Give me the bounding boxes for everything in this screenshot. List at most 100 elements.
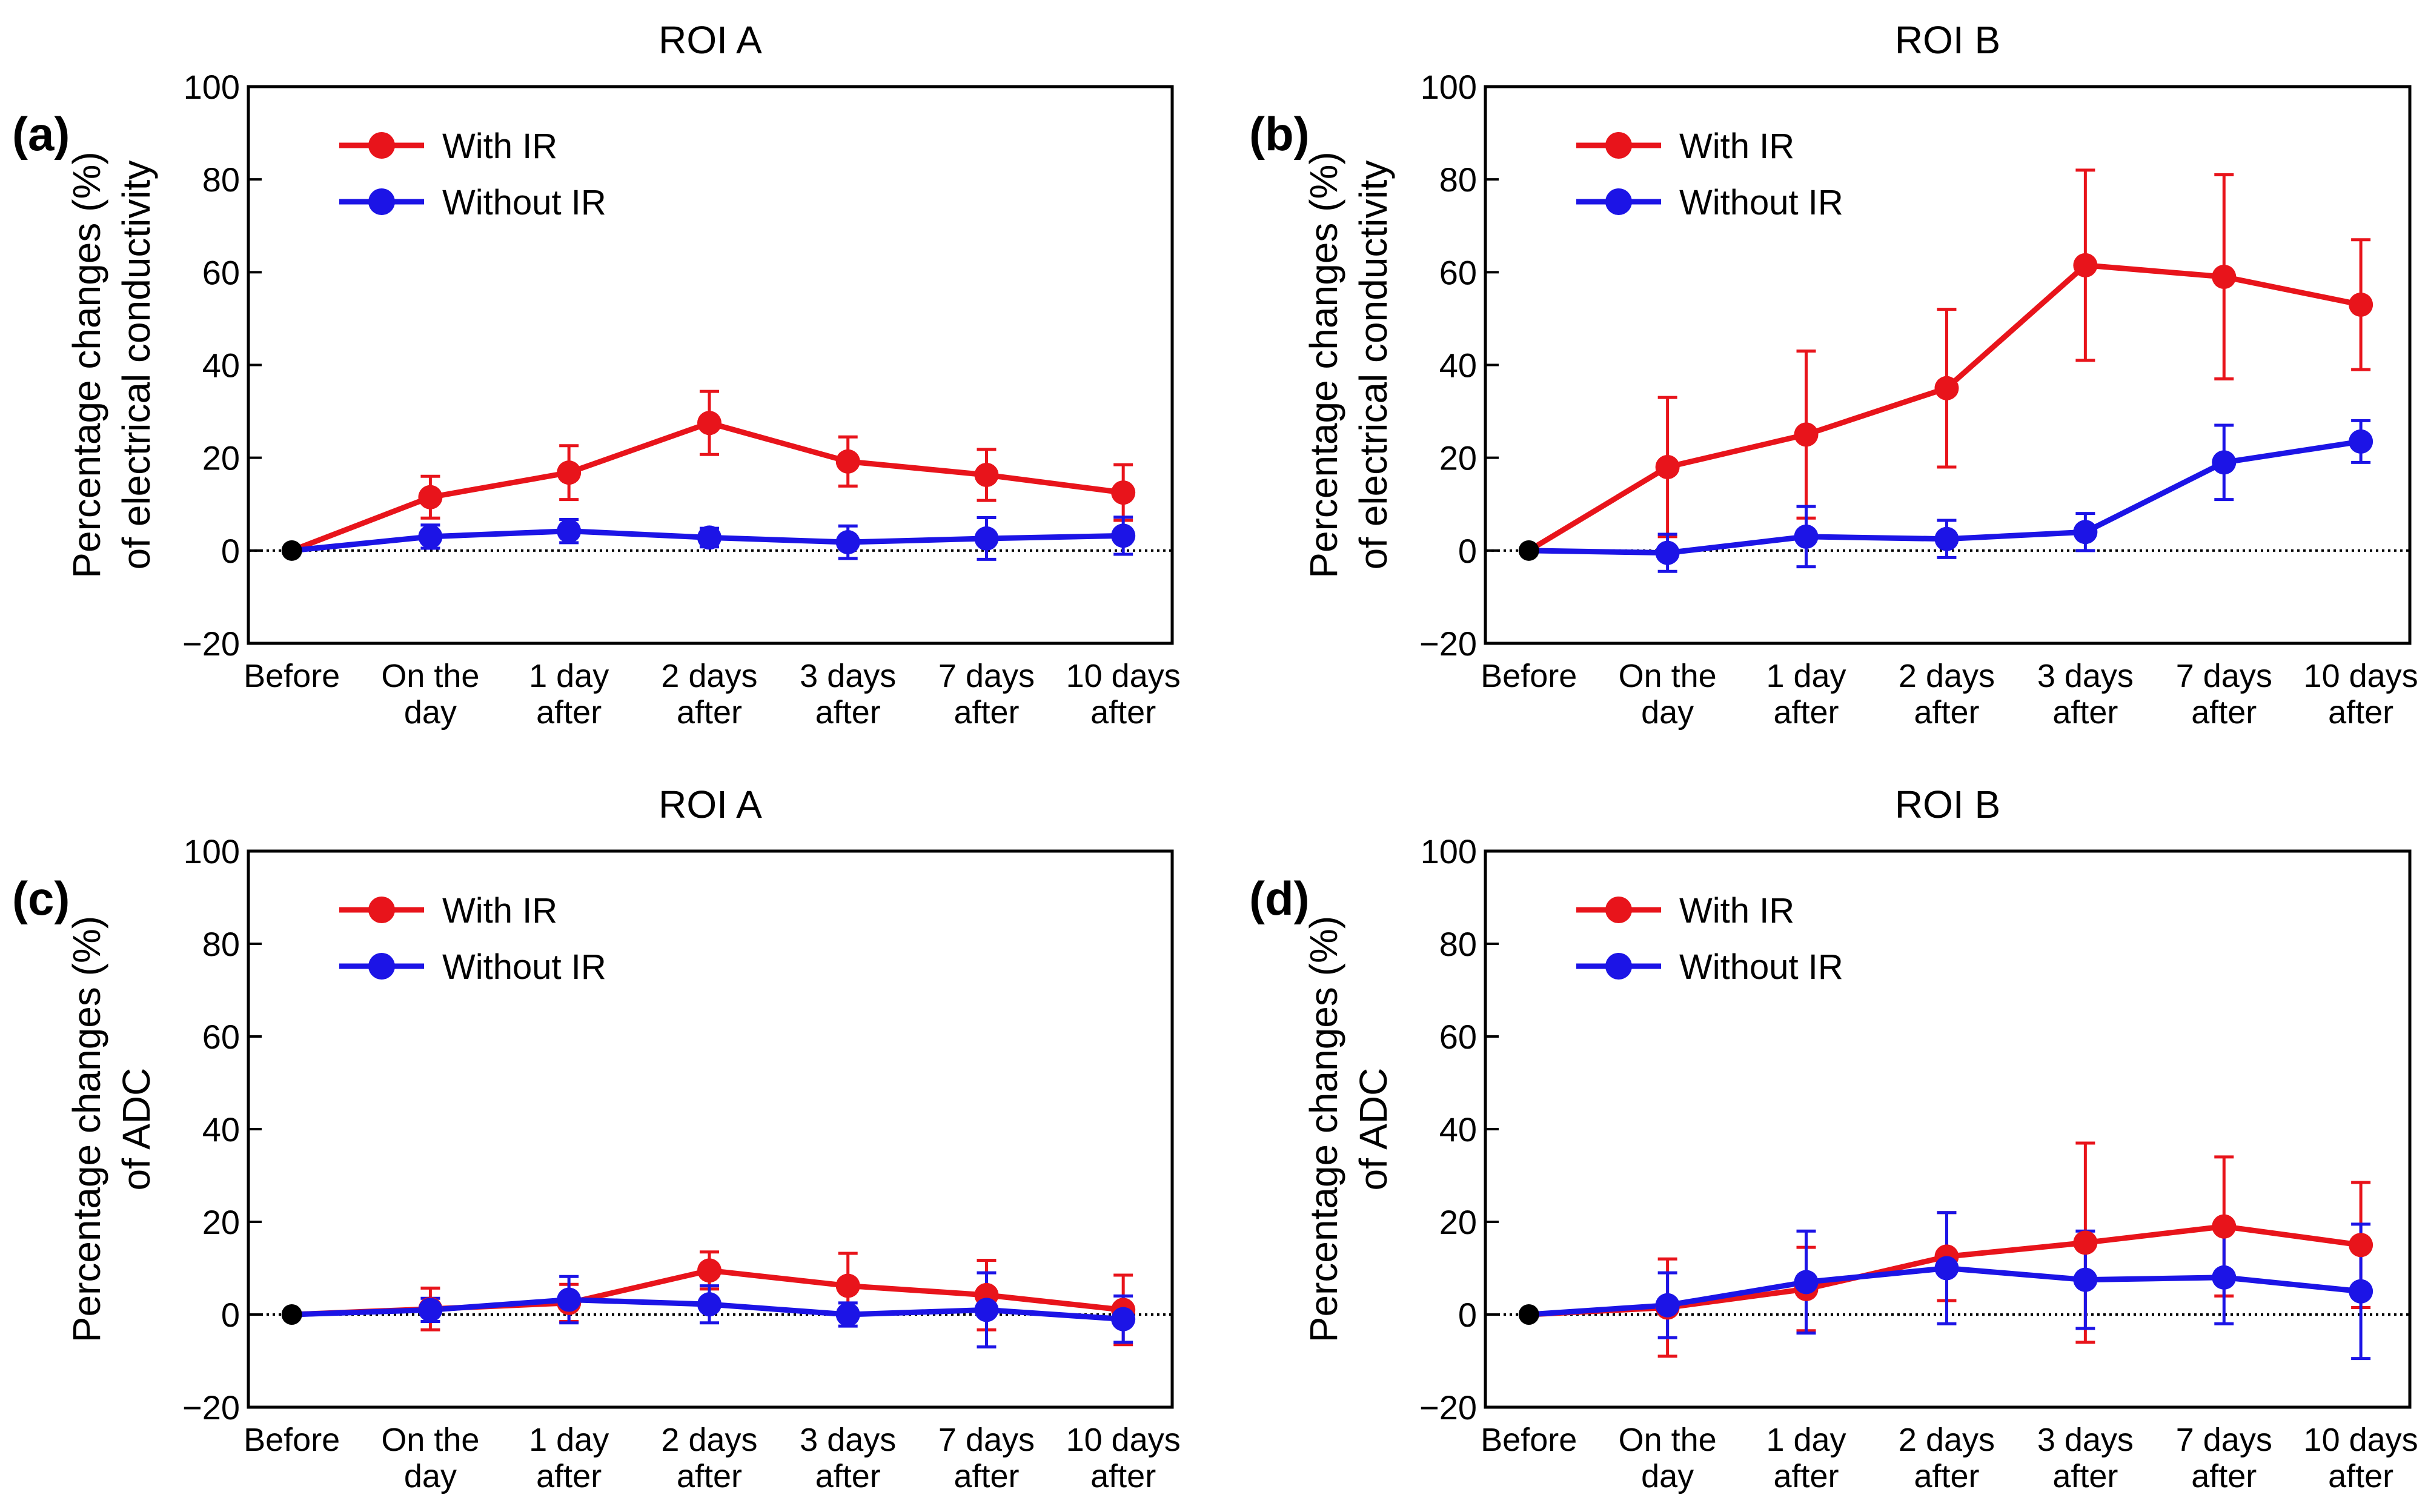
x-tick-label: after <box>2052 1458 2118 1494</box>
y-tick-label: 40 <box>202 346 240 385</box>
x-tick-label: On the <box>381 658 479 694</box>
chart-panel-d: ROI B (d)Percentage changes (%) of ADC −20 0… <box>1249 783 2418 1494</box>
legend-entry: Without IR <box>1576 183 1843 222</box>
legend-label: Without IR <box>442 947 606 987</box>
data-point <box>697 1258 721 1283</box>
x-tick-label: after <box>1090 1458 1156 1494</box>
data-point <box>974 1298 999 1322</box>
y-tick-label: 0 <box>221 1296 240 1334</box>
x-tick-label: 10 days <box>2304 658 2418 694</box>
x-tick-label: Before <box>244 658 340 694</box>
data-point <box>2349 429 2373 454</box>
data-point <box>697 411 721 436</box>
legend-marker <box>1605 953 1632 980</box>
data-point <box>1794 524 1819 549</box>
y-tick-label: 40 <box>1439 1110 1477 1149</box>
y-axis-label: Percentage changes (%) of ADC <box>1302 916 1395 1342</box>
legend-label: With IR <box>442 891 557 930</box>
x-tick-label: after <box>1773 1458 1839 1494</box>
x-tick-label: after <box>2328 1458 2393 1494</box>
y-tick-label: 60 <box>202 1018 240 1056</box>
legend-label: With IR <box>1679 891 1794 930</box>
legend-entry: With IR <box>339 127 557 166</box>
x-tick-label: after <box>815 694 881 731</box>
y-axis-label: Percentage changes (%) of ADC <box>65 916 158 1342</box>
panel-label: (c) <box>12 872 70 925</box>
x-tick-label: after <box>1773 694 1839 731</box>
x-tick-label: day <box>404 1458 457 1494</box>
legend-marker <box>368 953 395 980</box>
x-tick-label: 3 days <box>2037 1422 2134 1458</box>
baseline-point <box>281 540 302 561</box>
y-axis-label-line: of electrical conductivity <box>1352 161 1395 570</box>
data-point <box>974 463 999 488</box>
x-tick-label: 10 days <box>2304 1422 2418 1458</box>
x-tick-label: after <box>1914 694 1979 731</box>
data-point <box>1934 526 1959 551</box>
y-axis-label-line: Percentage changes (%) <box>1302 916 1345 1342</box>
panel-label: (b) <box>1249 107 1310 161</box>
y-tick-label: 80 <box>202 925 240 963</box>
x-tick-label: 2 days <box>1899 1422 1995 1458</box>
y-tick-label: 100 <box>1421 832 1477 870</box>
x-tick-label: after <box>677 694 742 731</box>
data-point <box>418 524 443 549</box>
data-point <box>974 526 999 551</box>
y-tick-label: −20 <box>182 625 240 663</box>
legend-label: Without IR <box>442 183 606 222</box>
chart-panel-b: ROI B (b)Percentage changes (%) of electri… <box>1249 18 2418 731</box>
legend-marker <box>1605 132 1632 159</box>
y-tick-label: 0 <box>221 532 240 570</box>
baseline-point <box>281 1304 302 1325</box>
y-tick-label: 100 <box>184 832 240 870</box>
data-point <box>418 1298 443 1322</box>
legend-marker <box>368 132 395 159</box>
y-tick-label: 100 <box>1421 68 1477 106</box>
x-tick-label: Before <box>244 1422 340 1458</box>
y-axis-label-line: of ADC <box>1352 1068 1395 1191</box>
x-tick-label: On the <box>1619 1422 1717 1458</box>
chart-panel-a: ROI A (a)Percentage changes (%) of electri… <box>12 18 1181 731</box>
x-tick-label: after <box>536 694 602 731</box>
x-tick-label: 1 day <box>1766 658 1846 694</box>
data-point <box>1111 1307 1136 1331</box>
x-tick-label: day <box>404 694 457 731</box>
data-point <box>835 1273 860 1298</box>
baseline-point <box>1518 1304 1539 1325</box>
series-with-ir <box>1527 168 2371 553</box>
x-tick-label: 1 day <box>1766 1422 1846 1458</box>
x-tick-label: after <box>2052 694 2118 731</box>
x-tick-label: 2 days <box>661 1422 757 1458</box>
data-point <box>2212 1214 2237 1239</box>
baseline-point <box>1518 540 1539 561</box>
x-tick-label: 7 days <box>938 1422 1035 1458</box>
y-axis-label-line: of ADC <box>114 1068 158 1191</box>
y-axis-label: Percentage changes (%) of electrical cond… <box>1302 151 1395 578</box>
legend-marker <box>1605 188 1632 215</box>
x-tick-label: after <box>2191 1458 2257 1494</box>
y-tick-label: 60 <box>1439 253 1477 291</box>
x-tick-label: day <box>1641 694 1694 731</box>
x-tick-label: after <box>954 1458 1019 1494</box>
data-point <box>2349 292 2373 317</box>
panel-label: (d) <box>1249 872 1310 925</box>
data-point <box>557 519 582 543</box>
x-tick-label: after <box>815 1458 881 1494</box>
chart-title: ROI B <box>1895 18 2000 62</box>
y-tick-label: −20 <box>1419 1388 1477 1427</box>
legend-entry: With IR <box>1576 891 1794 930</box>
data-point <box>2073 253 2098 277</box>
legend-entry: With IR <box>1576 127 1794 166</box>
x-tick-label: after <box>1914 1458 1979 1494</box>
data-point <box>835 449 860 474</box>
x-tick-label: On the <box>381 1422 479 1458</box>
x-tick-label: after <box>2328 694 2393 731</box>
y-axis-label: Percentage changes (%) of electrical cond… <box>65 151 158 578</box>
y-axis-label-line: of electrical conductivity <box>114 161 158 570</box>
data-point <box>2073 1267 2098 1292</box>
y-tick-label: 20 <box>202 1203 240 1241</box>
chart-panel-c: ROI A (c)Percentage changes (%) of ADC −20 0… <box>12 783 1181 1494</box>
data-point <box>697 1292 721 1317</box>
series-without-ir <box>1528 1211 2371 1361</box>
x-tick-label: after <box>2191 694 2257 731</box>
